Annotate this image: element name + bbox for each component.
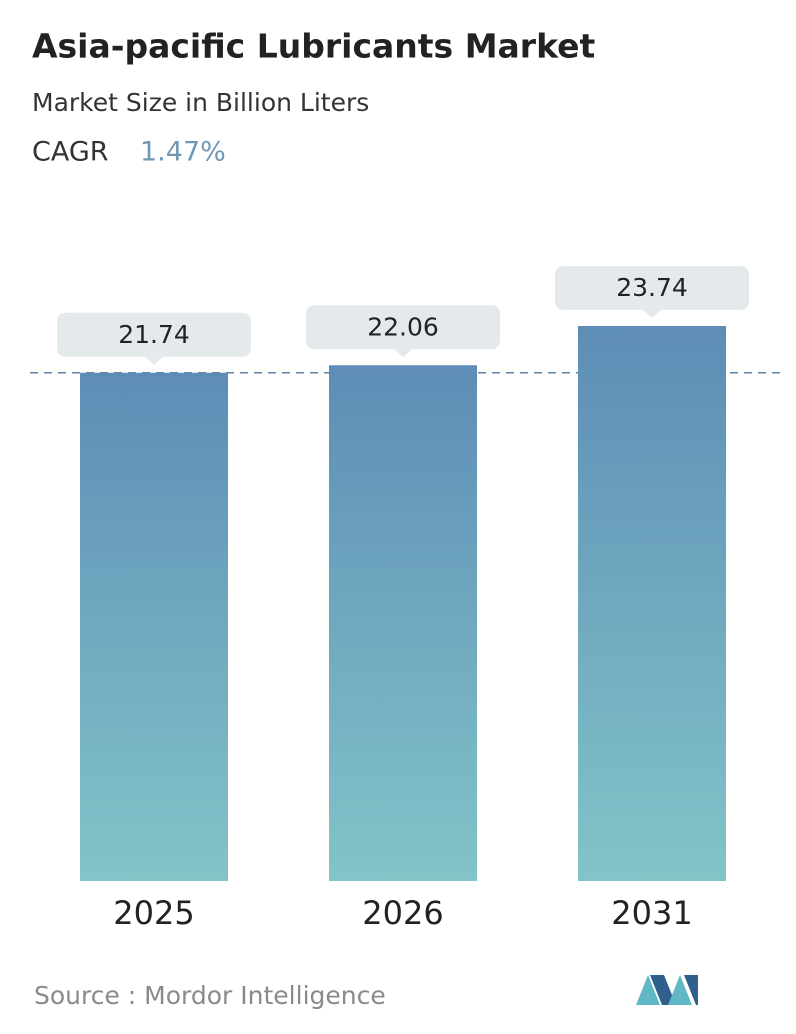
value-label-pointer (643, 310, 661, 318)
x-tick-label: 2031 (611, 894, 692, 932)
value-label-box (555, 266, 749, 310)
chart-title: Asia-pacific Lubricants Market (32, 27, 596, 66)
chart-subtitle: Market Size in Billion Liters (32, 88, 369, 117)
x-tick-label: 2025 (113, 894, 194, 932)
value-label: 22.06 (367, 312, 439, 341)
source: Source : Mordor Intelligence (34, 981, 386, 1010)
cagr-value: 1.47% (140, 137, 226, 168)
value-label-pointer (145, 356, 163, 365)
value-label-box (306, 305, 500, 350)
value-label-box (57, 312, 251, 357)
logo (636, 975, 698, 1005)
bar (578, 326, 726, 881)
bar (80, 372, 228, 881)
x-tick-label: 2026 (362, 894, 443, 932)
value-label: 23.74 (616, 273, 688, 302)
bar (329, 365, 477, 881)
value-label: 21.74 (118, 320, 190, 349)
value-label-pointer (394, 349, 412, 358)
cagr-label: CAGR (32, 137, 109, 168)
